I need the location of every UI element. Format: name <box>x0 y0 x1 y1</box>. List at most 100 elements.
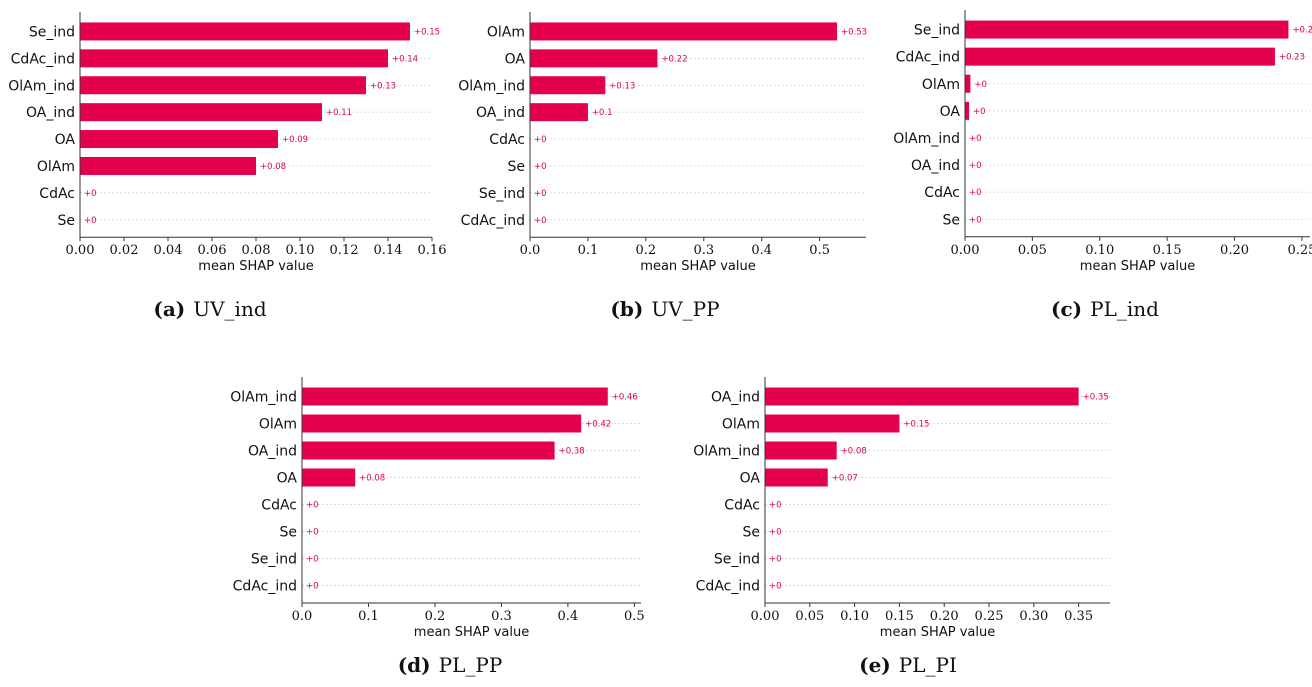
bar <box>765 468 828 487</box>
category-label: OA <box>940 104 961 120</box>
bar-value-label: +0.08 <box>260 162 286 172</box>
x-tick-label: 0.15 <box>885 609 914 624</box>
category-label: Se <box>58 213 76 229</box>
x-tick-label: 0.05 <box>1018 243 1047 258</box>
bar <box>765 414 900 433</box>
bar-value-label: +0.23 <box>1279 53 1305 63</box>
bar-value-label: +0.09 <box>282 135 308 145</box>
category-label: Se_ind <box>251 552 297 568</box>
x-tick-label: 0.16 <box>418 243 447 258</box>
x-tick-label: 0.5 <box>809 243 830 258</box>
x-tick-label: 0.20 <box>930 609 959 624</box>
x-tick-label: 0.20 <box>1220 243 1249 258</box>
x-tick-label: 0.10 <box>840 609 869 624</box>
x-tick-label: 0.00 <box>751 609 780 624</box>
bar-value-label: +0.53 <box>841 27 867 37</box>
panel-caption: (c) PL_ind <box>1051 297 1159 321</box>
category-label: OlAm <box>259 417 297 433</box>
category-label: CdAc_ind <box>896 50 960 66</box>
chart-panel-d: +0.46 OlAm_ind +0.42 OlAm +0.38 OA_ind +0.08 OA… <box>230 377 645 677</box>
category-label: CdAc_ind <box>461 213 525 229</box>
category-label: OlAm <box>37 159 75 175</box>
bar <box>80 156 256 175</box>
category-label: OlAm_ind <box>8 78 75 94</box>
panel-caption-label: (a) <box>153 297 185 321</box>
x-axis-title: mean SHAP value <box>198 259 313 274</box>
bar <box>80 103 322 122</box>
x-tick-label: 0.30 <box>1019 609 1048 624</box>
bar-value-label: +0 <box>84 189 97 199</box>
bar <box>965 20 1289 39</box>
category-label: CdAc <box>39 186 75 202</box>
category-label: OA <box>505 51 526 67</box>
panel-caption: (d) PL_PP <box>398 653 503 677</box>
x-tick-label: 0.14 <box>374 243 403 258</box>
x-axis-title: mean SHAP value <box>414 625 529 640</box>
bar <box>530 76 606 95</box>
category-label: OlAm_ind <box>893 131 960 147</box>
category-label: OA <box>277 471 298 487</box>
bar <box>302 414 582 433</box>
category-label: OlAm <box>922 77 960 93</box>
bar-value-label: +0 <box>534 162 547 172</box>
category-label: Se_ind <box>479 186 525 202</box>
bar <box>965 47 1275 66</box>
bar-value-label: +0.13 <box>370 81 396 91</box>
bar-value-label: +0 <box>306 501 319 511</box>
x-tick-label: 0.3 <box>491 609 512 624</box>
category-label: Se <box>508 159 526 175</box>
bar-value-label: +0 <box>84 216 97 226</box>
bar-value-label: +0 <box>769 582 782 592</box>
bar-value-label: +0 <box>306 582 319 592</box>
panel-caption-name: UV_PP <box>651 297 719 321</box>
chart-panel-e: +0.35 OA_ind +0.15 OlAm +0.08 OlAm_ind +0.07 OA… <box>693 377 1110 677</box>
bar <box>530 49 658 68</box>
category-label: Se_ind <box>914 23 960 39</box>
panel-caption: (e) PL_PI <box>859 653 957 677</box>
x-tick-label: 0.05 <box>795 609 824 624</box>
bar-value-label: +0 <box>769 501 782 511</box>
bar-value-label: +0 <box>306 528 319 538</box>
x-tick-label: 0.00 <box>66 243 95 258</box>
bar-value-label: +0 <box>769 555 782 565</box>
panel-caption: (b) UV_PP <box>610 297 719 321</box>
x-tick-label: 0.10 <box>286 243 315 258</box>
x-tick-label: 0.3 <box>693 243 714 258</box>
category-label: CdAc <box>261 498 297 514</box>
bar-value-label: +0 <box>969 161 982 171</box>
bar-value-label: +0.22 <box>661 54 687 64</box>
category-label: Se <box>743 525 761 541</box>
x-tick-label: 0.2 <box>425 609 446 624</box>
x-tick-label: 0.04 <box>154 243 183 258</box>
panel-caption-name: UV_ind <box>193 297 267 321</box>
bar-value-label: +0.15 <box>903 420 929 430</box>
x-tick-label: 0.1 <box>358 609 379 624</box>
bar-value-label: +0.42 <box>585 420 611 430</box>
x-tick-label: 0.15 <box>1153 243 1182 258</box>
bar-value-label: +0.24 <box>1292 26 1312 36</box>
category-label: OlAm_ind <box>230 390 297 406</box>
bar-value-label: +0 <box>973 107 986 117</box>
chart-panel-c: +0.24 Se_ind +0.23 CdAc_ind +0 OlAm +0 OA +0 OlAm… <box>893 10 1312 321</box>
bar-value-label: +0.46 <box>612 393 638 403</box>
chart-panel-b: +0.53 OlAm +0.22 OA +0.13 OlAm_ind +0.1 OA_ind +… <box>458 12 867 321</box>
bar <box>80 49 388 68</box>
x-tick-label: 0.4 <box>558 609 579 624</box>
bar <box>765 441 837 460</box>
category-label: OlAm_ind <box>458 78 525 94</box>
bar <box>302 468 356 487</box>
x-tick-label: 0.02 <box>110 243 139 258</box>
category-label: CdAc <box>924 185 960 201</box>
bar-value-label: +0 <box>306 555 319 565</box>
category-label: OlAm <box>722 417 760 433</box>
bar-value-label: +0.14 <box>392 54 418 64</box>
bar <box>765 387 1079 406</box>
panel-caption-name: PL_PI <box>899 653 957 677</box>
bar-value-label: +0.08 <box>359 474 385 484</box>
bar <box>965 74 971 93</box>
panel-caption-name: PL_PP <box>439 653 503 677</box>
bar-value-label: +0.1 <box>592 108 613 118</box>
category-label: OA <box>55 132 76 148</box>
category-label: OA_ind <box>476 105 525 121</box>
category-label: CdAc_ind <box>11 51 75 67</box>
